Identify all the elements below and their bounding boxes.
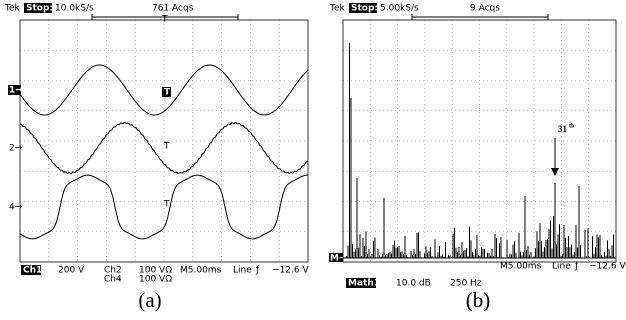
sample-rate: 5.00kS/s [380,4,419,14]
math: Math1 [348,279,380,289]
page: {"panel_a": { "header": {"brand": "Tek",… [0,0,626,320]
acquisitions: 9 Acqs [470,4,500,14]
brand: Tek [329,4,346,14]
harmonic-suffix: th [569,123,575,129]
trigger-position: T [161,15,168,25]
trigger-source: Line [552,262,571,272]
arrow-head [551,168,559,176]
brand: Tek [4,4,21,14]
sample-rate: 10.0kS/s [55,4,94,14]
ch1-scale: 200 V [58,266,85,276]
scale: 10.0 dB [396,279,431,289]
trigger-source: Line [233,266,252,276]
ch4: Ch4 [104,275,122,285]
timebase: M5.00ms [180,266,222,276]
status: Stop: [351,4,378,14]
body: Tek Stop: 10.0kS/s 761 Acqs T Ch1 200 V … [0,0,626,320]
spectrum [345,43,614,258]
trigger-marker: T [163,200,170,210]
trigger-marker: T [164,88,171,98]
ch4-scale: 100 VΩ [139,275,172,285]
channel-marker: 1→ [9,86,23,96]
acquisitions: 761 Acqs [152,4,194,14]
record-bracket [412,14,548,20]
harmonic-number: 31 [558,124,568,134]
ch1: Ch1 [23,266,42,276]
trigger-level: −12.6 V [272,266,309,276]
caption: (a) [138,288,161,312]
caption: (b) [466,288,491,312]
timebase: M5.00ms [500,262,542,272]
trigger-slope: ƒ [574,262,579,272]
channel-marker: 2→ [9,144,23,154]
trigger-marker: T [163,142,170,152]
channel-marker: 4→ [9,203,23,213]
status: Stop: [26,4,53,14]
figure: Tek Stop: 10.0kS/s 761 Acqs T Ch1 200 V … [0,0,626,320]
trigger-slope: ƒ [255,266,260,276]
trigger-level: −12.6 V [589,262,626,272]
